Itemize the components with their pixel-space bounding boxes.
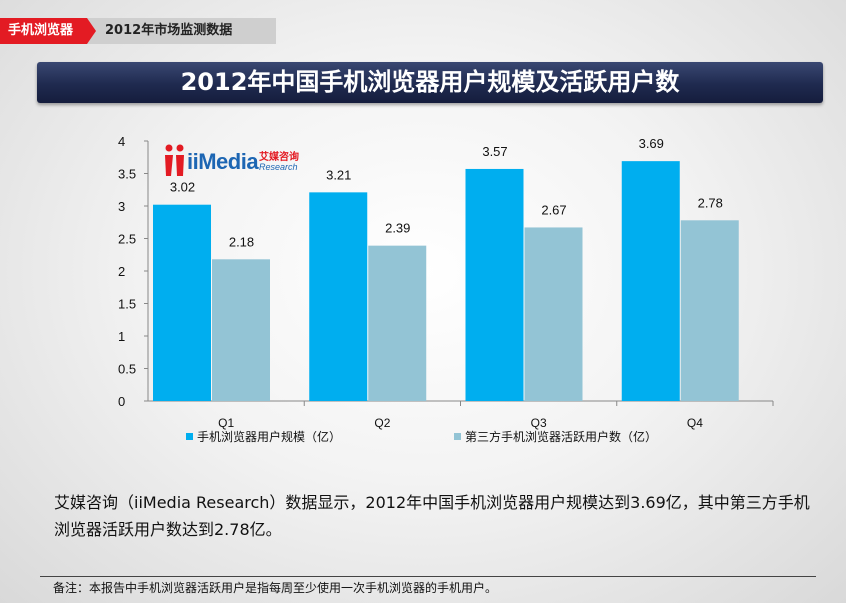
y-tick-label: 3.5 (118, 167, 136, 182)
bar-2-q3 (524, 227, 583, 401)
x-tick-label: Q3 (531, 416, 547, 430)
legend-label-2: 第三方手机浏览器活跃用户数（亿） (465, 429, 657, 444)
bar-1-q2 (309, 192, 368, 401)
data-label: 3.21 (326, 167, 351, 182)
logo-wordmark: iiMedia (187, 149, 259, 174)
y-tick-label: 0 (118, 394, 125, 409)
data-label: 2.78 (698, 195, 723, 210)
data-label: 3.02 (170, 180, 195, 195)
bar-1-q4 (621, 161, 680, 401)
logo-en-text: Research (259, 162, 298, 172)
breadcrumb-subsection[interactable]: 2012年市场监测数据 (87, 18, 276, 44)
bar-2-q4 (680, 220, 739, 401)
bar-2-q2 (368, 245, 427, 401)
data-label: 2.39 (385, 221, 410, 236)
description-text: 艾媒咨询（iiMedia Research）数据显示，2012年中国手机浏览器用… (54, 493, 810, 539)
iimedia-logo: iiMedia 艾媒咨询 Research (163, 141, 313, 181)
x-tick-label: Q1 (218, 416, 234, 430)
page-title: 2012年中国手机浏览器用户规模及活跃用户数 (37, 62, 823, 103)
data-label: 3.57 (482, 144, 507, 159)
footnote-divider (40, 576, 816, 577)
y-tick-label: 0.5 (118, 362, 136, 377)
y-tick-label: 4 (118, 134, 125, 149)
logo-figures-icon (165, 144, 184, 176)
y-tick-label: 1 (118, 329, 125, 344)
data-label: 3.69 (639, 136, 664, 151)
x-tick-label: Q2 (374, 416, 390, 430)
y-tick-label: 2.5 (118, 232, 136, 247)
footnote-text: 备注：本报告中手机浏览器活跃用户是指每周至少使用一次手机浏览器的手机用户。 (53, 581, 498, 595)
breadcrumb: 手机浏览器 2012年市场监测数据 (0, 18, 276, 44)
legend-label-1: 手机浏览器用户规模（亿） (197, 429, 341, 444)
bar-2-q1 (212, 259, 270, 401)
x-tick-label: Q4 (687, 416, 703, 430)
legend-swatch-2 (454, 433, 461, 440)
bar-1-q3 (465, 168, 524, 401)
y-tick-label: 2 (118, 264, 125, 279)
data-label: 2.18 (229, 234, 254, 249)
data-label: 2.67 (541, 202, 566, 217)
y-tick-label: 1.5 (118, 297, 136, 312)
bar-1-q1 (153, 204, 211, 401)
legend-swatch-1 (186, 433, 193, 440)
logo-cn-text: 艾媒咨询 (259, 152, 299, 163)
y-tick-label: 3 (118, 199, 125, 214)
breadcrumb-section[interactable]: 手机浏览器 (0, 18, 97, 44)
